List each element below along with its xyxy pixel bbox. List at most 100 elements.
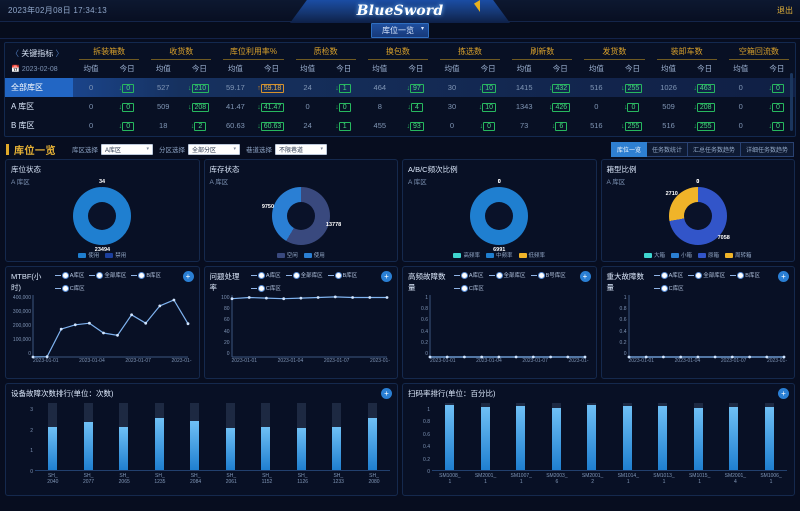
arrow-down-icon: ↓ [257, 103, 261, 111]
kpi-group-9: 空箱回流数 [723, 43, 795, 61]
bar-column[interactable] [225, 403, 235, 470]
legend-item[interactable]: 空闲 [276, 251, 298, 259]
kpi-avg: 516 [590, 82, 603, 92]
bar-fill [261, 427, 271, 470]
legend-item[interactable]: C库区 [453, 284, 484, 292]
kpi-scrollbar[interactable] [790, 73, 793, 131]
legend-item[interactable]: 低频率 [518, 251, 545, 259]
bar-column[interactable] [367, 403, 377, 470]
bar-column[interactable] [658, 403, 668, 470]
legend-line-icon [530, 274, 537, 276]
kpi-cell: 1343 ↓ 426 [506, 97, 578, 116]
legend-item[interactable]: 全部库区 [285, 271, 323, 279]
bar-column[interactable] [48, 403, 58, 470]
kpi-today: ↓ 208 [686, 102, 722, 112]
bar-column[interactable] [693, 403, 703, 470]
kpi-today: ↓ 1 [325, 83, 361, 93]
expand-button[interactable]: + [778, 388, 789, 399]
kpi-avg: 24 [303, 82, 312, 92]
expand-button[interactable]: + [778, 271, 789, 282]
kpi-chip: 463 [696, 83, 715, 93]
legend-item[interactable]: C库区 [54, 284, 85, 292]
bar-column[interactable] [119, 403, 129, 470]
bar-column[interactable] [83, 403, 93, 470]
legend-item[interactable]: 高频率 [453, 251, 480, 259]
segment-summary-trend[interactable]: 汇总任务数趋势 [687, 141, 741, 157]
expand-button[interactable]: + [381, 271, 392, 282]
legend-item[interactable]: C库区 [250, 284, 281, 292]
bar-fill [225, 427, 235, 470]
bar-column[interactable] [296, 403, 306, 470]
legend-item[interactable]: 全部库区 [488, 271, 526, 279]
legend-item[interactable]: 大箱 [643, 251, 665, 259]
logout-button[interactable]: 退出 [777, 6, 793, 15]
bar-label: SH_ 2077 [82, 473, 95, 485]
segment-inventory-overview[interactable]: 库位一览 [610, 141, 647, 157]
expand-button[interactable]: + [579, 271, 591, 282]
kpi-today: ↓ 97 [397, 83, 433, 93]
legend-item[interactable]: B库区 [730, 271, 760, 279]
bar-column[interactable] [622, 403, 632, 470]
bar-column[interactable] [516, 403, 526, 470]
legend-item[interactable]: 中频率 [485, 251, 513, 259]
y-tick: 60 [223, 317, 230, 324]
table-row[interactable]: 全部库区 0 ↓ 0 527 ↓ 210 59.17 ↑ 59.18 24 ↓ 1 464 ↓ 97 30 ↓ 10… [5, 78, 795, 97]
legend-item[interactable]: 原箱 [698, 251, 719, 259]
bar-column[interactable] [729, 403, 739, 470]
bar-column[interactable] [190, 403, 200, 470]
kpi-avg: 73 [519, 120, 529, 130]
kpi-subhead-4: 均值 今日 [372, 64, 424, 73]
filter-select-warehouse[interactable]: A库区 ▾ [101, 143, 153, 155]
legend-item[interactable]: 禁用 [105, 251, 126, 259]
bar-column[interactable] [587, 403, 597, 470]
legend-item[interactable]: A库区 [250, 271, 281, 279]
y-tick: 0.8 [421, 306, 428, 313]
bar-column[interactable] [261, 403, 271, 470]
legend-item[interactable]: B库区 [131, 271, 161, 279]
table-row[interactable]: B 库区 0 ↓ 0 18 ↓ 2 60.63 ↓ 60.63 24 ↓ 1 455 ↓ 93 0 ↓ 0 73 ↓ 6 5… [5, 116, 795, 135]
legend-item[interactable]: 周转箱 [725, 251, 752, 259]
legend-line-icon [89, 274, 96, 276]
legend-item[interactable]: C库区 [653, 284, 684, 292]
donut-value-label: 0 [696, 179, 700, 185]
kpi-today: ↓ 208 [181, 102, 217, 112]
legend-item[interactable]: 全部库区 [89, 271, 126, 279]
legend-item[interactable]: A库区 [453, 271, 484, 279]
bar-column[interactable] [332, 403, 342, 470]
y-axis: 3 2 1 0 [13, 407, 33, 475]
bar-column[interactable] [154, 403, 164, 470]
legend-item[interactable]: A库区 [653, 271, 683, 279]
segment-task-count[interactable]: 任务数统计 [646, 141, 688, 157]
legend-item[interactable]: 全部库区 [688, 271, 725, 279]
bar-column[interactable] [445, 403, 455, 470]
tab-inventory-overview[interactable]: 库位一览 [371, 22, 429, 38]
table-row[interactable]: A 库区 0 ↓ 0 509 ↓ 208 41.47 ↓ 41.47 0 ↓ 0 8 ↓ 4 30 ↓ 10 1343… [5, 97, 795, 116]
expand-button[interactable]: + [381, 388, 392, 399]
legend-item[interactable]: 使用 [78, 251, 99, 259]
x-tick: 2023-01-01 [430, 358, 456, 364]
legend-dot-icon [738, 272, 744, 278]
bar-column[interactable] [551, 403, 561, 470]
filter-select-aisle[interactable]: 不限巷道 ▾ [275, 143, 327, 155]
legend-item[interactable]: A库区 [54, 271, 84, 279]
prev-chevron-icon[interactable]: 〈 [11, 48, 19, 58]
kpi-chip: 6 [555, 121, 568, 131]
donut-value-label: 23494 [94, 247, 111, 253]
bar-fill [154, 417, 164, 470]
chevron-down-icon: ▾ [320, 146, 323, 152]
legend-item[interactable]: B库区 [327, 271, 357, 279]
legend-item[interactable]: 使用 [303, 251, 325, 259]
next-chevron-icon[interactable]: 〉 [55, 48, 64, 58]
segment-detail-trend[interactable]: 详细任务数趋势 [740, 141, 794, 157]
legend-dot-icon [496, 272, 502, 278]
legend-item[interactable]: 小箱 [670, 251, 692, 259]
kpi-avg: 464 [373, 82, 387, 92]
y-tick: 0.8 [619, 306, 627, 313]
bar-column[interactable] [764, 403, 774, 470]
expand-button[interactable]: + [182, 271, 194, 282]
legend-item[interactable]: B号库区 [530, 271, 566, 279]
bar-column[interactable] [480, 403, 490, 470]
kpi-group-0: 拆装箱数 [73, 43, 145, 61]
filter-select-zone[interactable]: 全部分区 ▾ [188, 143, 240, 155]
legend-swatch-icon [78, 252, 87, 258]
